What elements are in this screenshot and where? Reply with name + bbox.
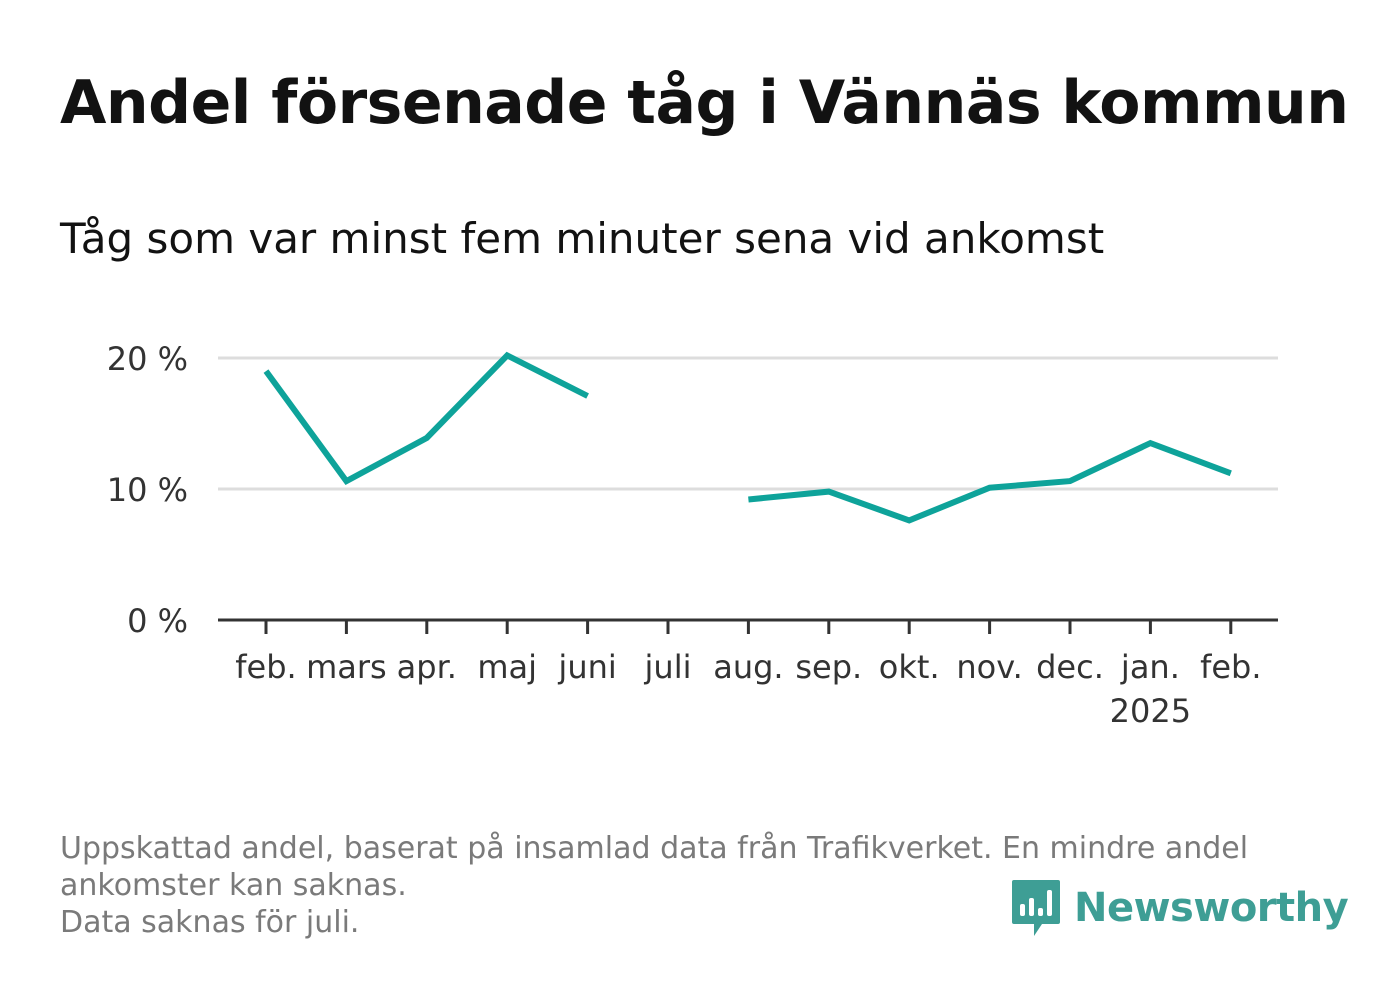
x-tick-label: dec. <box>1036 648 1104 686</box>
series-layer <box>263 351 1232 524</box>
x-tick-label: nov. <box>956 648 1022 686</box>
x-tick-label: maj <box>477 648 537 686</box>
line-chart: 0 % 10 % 20 % feb. mars apr. maj juni juli aug. s… <box>107 340 1278 730</box>
brand-name: Newsworthy <box>1074 885 1349 931</box>
x-tick-label: okt. <box>879 648 940 686</box>
x-tick-label: juni <box>557 648 616 686</box>
footnote-line-1: Uppskattad andel, baserat på insamlad da… <box>60 831 1249 866</box>
series-line-segment <box>263 351 589 485</box>
chart-subtitle: Tåg som var minst fem minuter sena vid a… <box>60 214 1105 263</box>
x-tick-label: juli <box>644 648 692 686</box>
y-tick-label: 20 % <box>107 340 188 378</box>
y-tick-label: 0 % <box>127 602 188 640</box>
x-tick-label: feb. <box>235 648 296 686</box>
y-axis-ticks: 0 % 10 % 20 % <box>107 340 188 640</box>
x-tick-label: jan. <box>1120 648 1180 686</box>
grid-layer <box>218 356 1278 491</box>
footnote-line-2: ankomster kan saknas. <box>60 868 407 903</box>
x-year-label: 2025 <box>1110 692 1191 730</box>
footnote: Uppskattad andel, baserat på insamlad da… <box>60 830 1320 941</box>
chart-title: Andel försenade tåg i Vännäs kommun <box>60 68 1349 138</box>
x-tick-label: feb. <box>1200 648 1261 686</box>
brand-logo: Newsworthy <box>1010 878 1349 938</box>
x-tick-label: sep. <box>795 648 862 686</box>
newsworthy-logo-icon <box>1012 880 1060 936</box>
x-tick-label: apr. <box>397 648 457 686</box>
x-axis-ticks: feb. mars apr. maj juni juli aug. sep. okt. nov. d… <box>235 620 1262 730</box>
x-tick-label: mars <box>306 648 387 686</box>
footnote-line-3: Data saknas för juli. <box>60 905 360 940</box>
series-line-segment <box>748 439 1232 524</box>
y-tick-label: 10 % <box>107 471 188 509</box>
x-tick-label: aug. <box>713 648 783 686</box>
